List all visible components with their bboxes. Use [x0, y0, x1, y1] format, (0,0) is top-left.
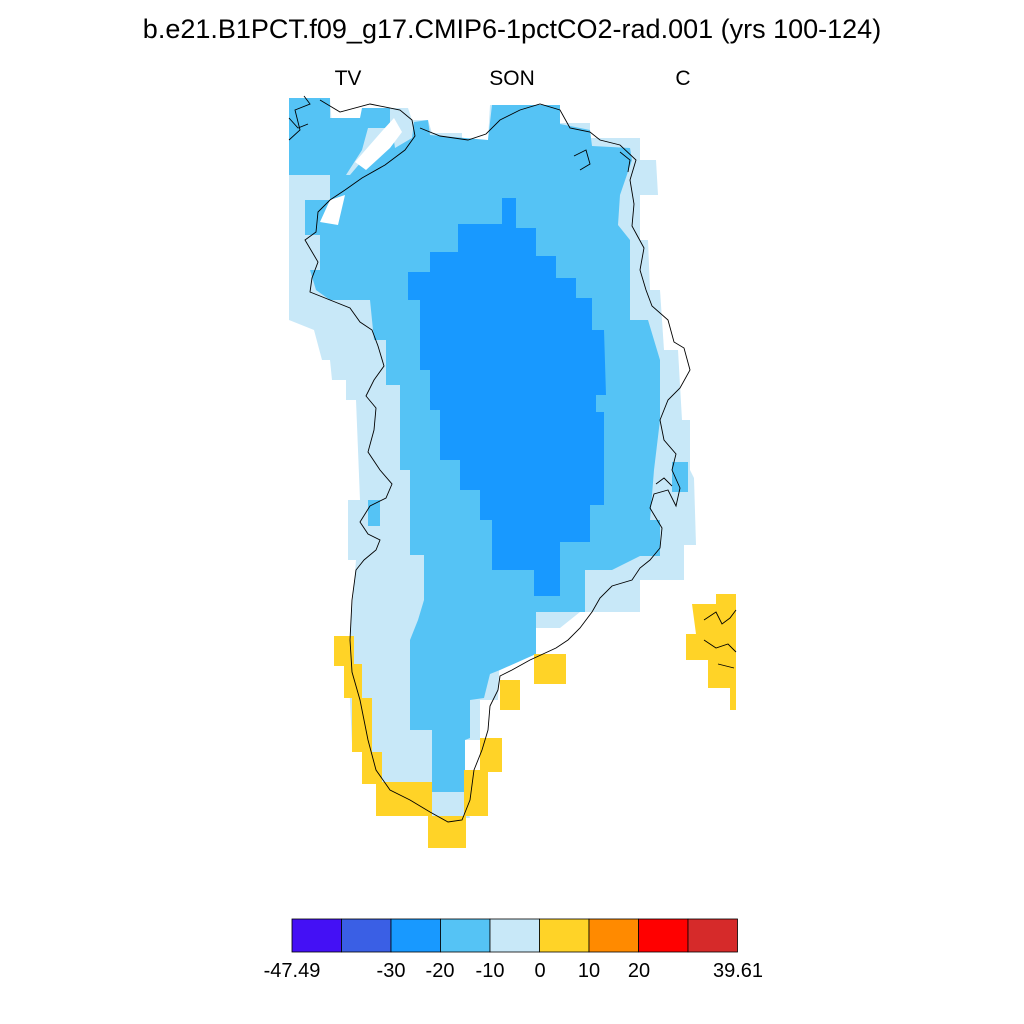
coastline [288, 95, 737, 823]
colorbar-tick-label: 39.61 [712, 960, 764, 982]
season-label: SON [489, 67, 535, 90]
colorbar-cell [440, 918, 491, 953]
colorbar-tick-label: 20 [627, 960, 651, 982]
colorbar-cell [489, 918, 540, 953]
colorbar-cell [291, 918, 342, 953]
colorbar-tick-label: -10 [475, 960, 505, 982]
units-label: C [675, 67, 691, 90]
colorbar-cell [638, 918, 689, 953]
positive-anomaly-cells [334, 594, 736, 848]
colorbar-tick-label: -30 [376, 960, 406, 982]
colorbar-cell [390, 918, 441, 953]
colorbar-cell [341, 918, 392, 953]
variable-label: TV [334, 67, 362, 90]
colorbar-tick-label: 10 [577, 960, 601, 982]
colorbar-tick-label: -20 [425, 960, 455, 982]
colorbar-cell [687, 918, 738, 953]
colorbar-tick-label: 0 [534, 960, 546, 982]
field-region-lt30 [408, 198, 606, 596]
map-title: b.e21.B1PCT.f09_g17.CMIP6-1pctCO2-rad.00… [142, 14, 882, 44]
colorbar-tick-label: -47.49 [263, 960, 321, 982]
colorbar-cell [539, 918, 590, 953]
colorbar-cell [588, 918, 639, 953]
